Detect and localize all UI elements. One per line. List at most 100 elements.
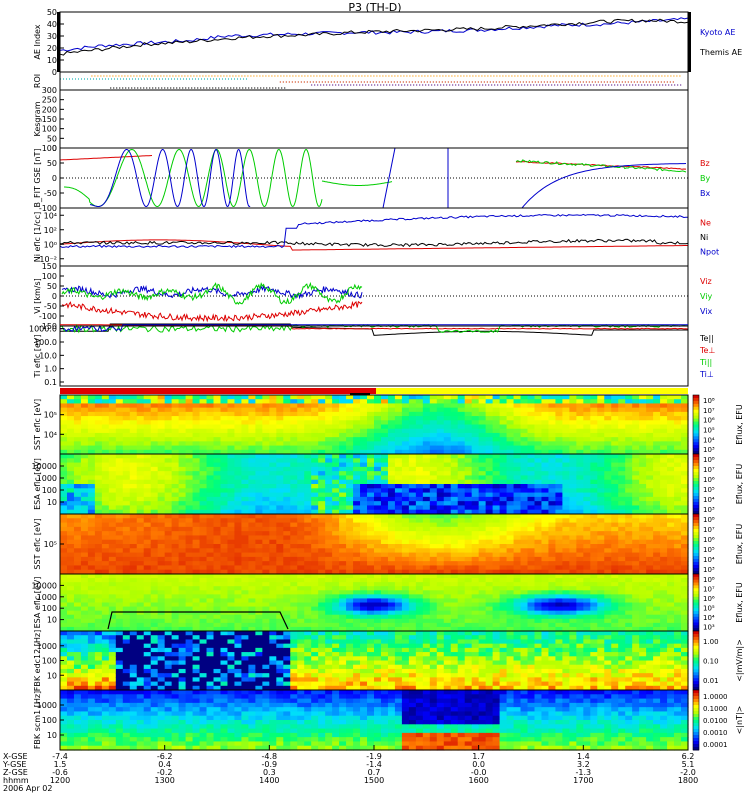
- spectro-cell: [332, 432, 340, 438]
- spectro-cell: [513, 403, 522, 409]
- spectro-cell: [408, 626, 417, 632]
- spectro-cell: [443, 610, 452, 616]
- spectro-cell: [485, 626, 494, 632]
- spectro-cell: [171, 501, 180, 507]
- spectro-cell: [115, 479, 124, 485]
- spectro-cell: [415, 407, 424, 413]
- spectro-cell: [206, 437, 215, 442]
- colorbar-cell: [693, 541, 699, 545]
- spectro-cell: [178, 514, 187, 519]
- spectro-cell: [415, 449, 424, 455]
- spectro-cell: [241, 501, 249, 507]
- spectro-cell: [499, 626, 508, 632]
- spectro-cell: [367, 614, 375, 620]
- colorbar-cell: [693, 517, 699, 521]
- spectro-cell: [436, 488, 445, 494]
- spectro-cell: [367, 475, 375, 481]
- panel-ylabel: SST eflc [eV]: [33, 399, 42, 450]
- spectro-cell: [171, 561, 180, 567]
- y-tick-label: -150: [39, 322, 57, 331]
- spectro-cell: [667, 522, 675, 528]
- spectro-cell: [290, 505, 298, 511]
- spectro-cell: [213, 458, 222, 464]
- spectro-cell: [667, 471, 675, 477]
- spectro-cell: [513, 424, 522, 430]
- spectro-cell: [604, 501, 612, 507]
- spectro-cell: [262, 590, 270, 595]
- spectro-cell: [555, 449, 563, 455]
- spectro-cell: [297, 574, 305, 579]
- spectro-cell: [178, 594, 187, 600]
- spectro-cell: [576, 539, 584, 545]
- spectro-cell: [73, 544, 82, 549]
- spectro-cell: [304, 569, 312, 575]
- spectro-cell: [283, 526, 291, 532]
- spectro-cell: [681, 420, 689, 426]
- spectro-cell: [150, 509, 159, 515]
- spectro-cell: [485, 496, 494, 502]
- spectro-cell: [66, 462, 75, 468]
- spectro-cell: [618, 565, 626, 571]
- spectro-cell: [401, 614, 410, 620]
- spectro-cell: [499, 462, 508, 468]
- spectro-cell: [360, 578, 368, 583]
- spectro-cell: [122, 565, 131, 571]
- spectro-cell: [618, 458, 626, 464]
- spectro-cell: [492, 416, 501, 421]
- spectro-cell: [171, 598, 180, 604]
- spectro-cell: [583, 518, 591, 524]
- spectro-cell: [541, 578, 550, 583]
- spectro-cell: [618, 514, 626, 519]
- spectro-cell: [360, 535, 368, 541]
- spectro-cell: [394, 407, 403, 413]
- spectro-cell: [262, 407, 270, 413]
- spectro-cell: [318, 569, 326, 575]
- spectro-cell: [471, 531, 480, 537]
- spectro-cell: [283, 449, 291, 455]
- spectro-cell: [241, 574, 249, 579]
- spectro-cell: [443, 522, 452, 528]
- spectro-cell: [332, 449, 340, 455]
- spectro-cell: [206, 582, 215, 587]
- spectro-cell: [290, 610, 298, 616]
- spectro-cell: [562, 403, 570, 409]
- spectro-cell: [178, 466, 187, 472]
- spectro-cell: [667, 552, 675, 558]
- colorbar-tick-label: 10⁷: [703, 466, 715, 474]
- spectro-cell: [583, 432, 591, 438]
- spectro-cell: [541, 471, 550, 477]
- colorbar-cell: [693, 424, 699, 428]
- spectro-cell: [394, 626, 403, 632]
- spectro-cell: [199, 618, 208, 624]
- spectro-cell: [94, 552, 103, 558]
- spectro-cell: [255, 552, 263, 558]
- spectro-cell: [353, 614, 361, 620]
- spectro-cell: [471, 509, 480, 515]
- spectro-cell: [150, 416, 159, 421]
- spectro-cell: [213, 416, 222, 421]
- spectro-cell: [436, 479, 445, 485]
- spectro-cell: [171, 526, 180, 532]
- spectro-cell: [618, 437, 626, 442]
- spectro-cell: [206, 522, 215, 528]
- spectro-cell: [443, 454, 452, 459]
- spectro-cell: [436, 606, 445, 612]
- spectro-cell: [311, 574, 319, 579]
- ae-series-line: [59, 18, 689, 56]
- spectro-cell: [492, 518, 501, 524]
- spectro-cell: [380, 552, 389, 558]
- spectro-cell: [443, 548, 452, 554]
- spectro-cell: [513, 556, 522, 562]
- spectro-cell: [429, 578, 438, 583]
- spectro-cell: [457, 449, 466, 455]
- spectro-cell: [380, 462, 389, 468]
- spectro-cell: [297, 437, 305, 442]
- spectro-cell: [667, 531, 675, 537]
- spectro-cell: [660, 569, 668, 575]
- spectro-cell: [660, 420, 668, 426]
- spectro-cell: [408, 544, 417, 549]
- spectro-cell: [304, 561, 312, 567]
- spectro-cell: [185, 458, 194, 464]
- spectro-cell: [674, 505, 682, 511]
- spectro-cell: [367, 544, 375, 549]
